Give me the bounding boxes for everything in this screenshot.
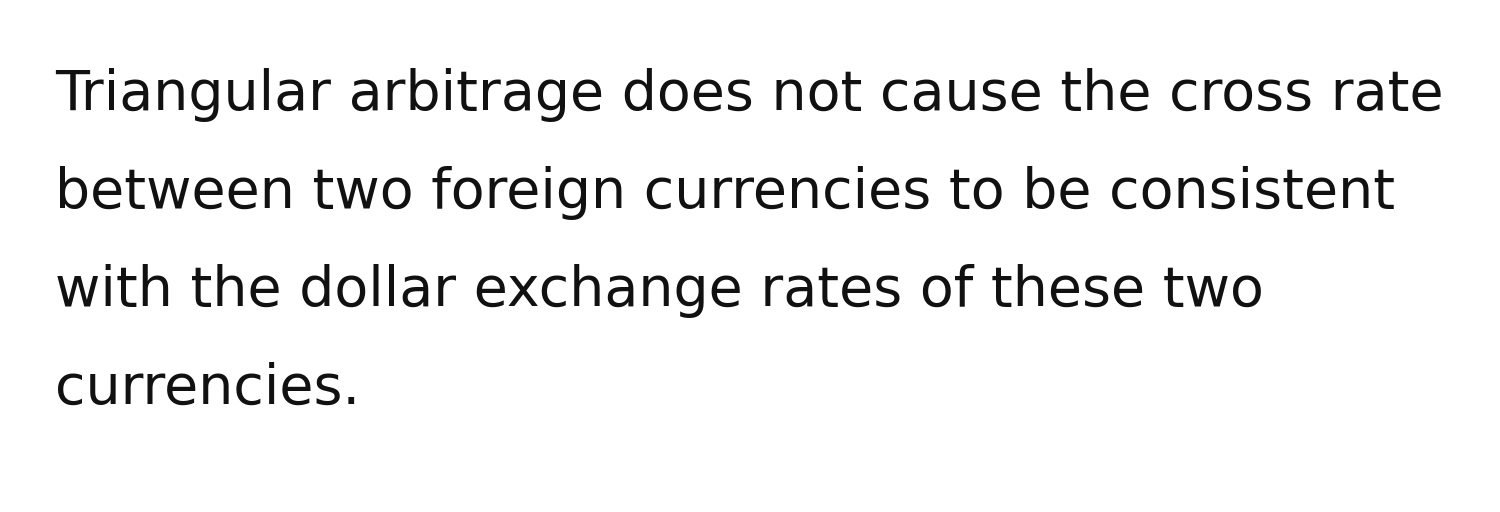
Text: with the dollar exchange rates of these two: with the dollar exchange rates of these … <box>56 264 1264 318</box>
Text: between two foreign currencies to be consistent: between two foreign currencies to be con… <box>56 166 1395 220</box>
Text: Triangular arbitrage does not cause the cross rate: Triangular arbitrage does not cause the … <box>56 68 1443 122</box>
Text: currencies.: currencies. <box>56 362 360 416</box>
